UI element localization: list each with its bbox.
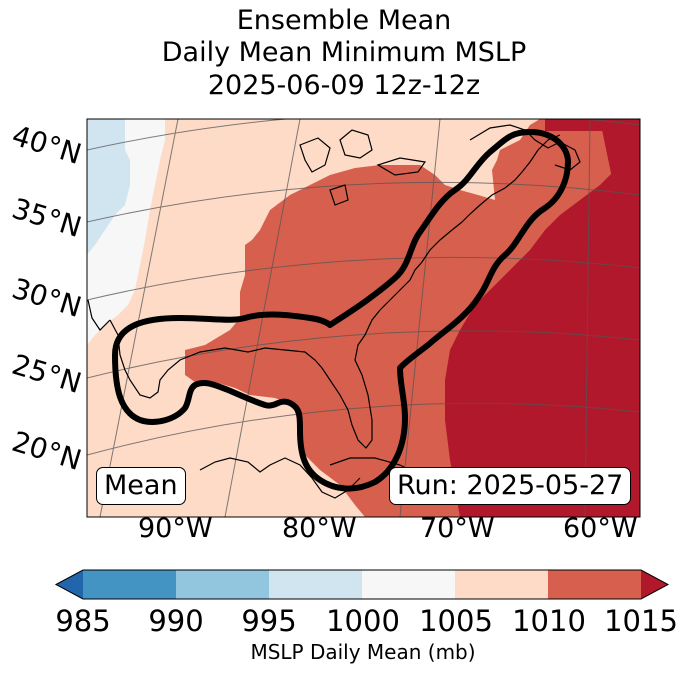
- lon-label-80: 80°W: [282, 513, 357, 544]
- coastline-gulf: [109, 134, 561, 449]
- tick-985: 985: [55, 604, 111, 638]
- colorbar-segment: [455, 570, 549, 599]
- lat-line-20: [87, 402, 640, 456]
- tick-990: 990: [148, 604, 204, 638]
- lat-line-25: [87, 330, 640, 379]
- lon-label-90: 90°W: [138, 513, 213, 544]
- map-frame: [86, 118, 641, 518]
- tick-1005: 1005: [419, 604, 493, 638]
- tick-1015: 1015: [604, 604, 678, 638]
- coastline-mexico: [87, 299, 111, 331]
- run-badge: Run: 2025-05-27: [389, 467, 632, 505]
- colorbar-extend-high: [641, 570, 668, 599]
- great-lakes: [299, 129, 427, 206]
- coastline-yucatan: [199, 457, 361, 499]
- contour-1010: [112, 129, 571, 492]
- colorbar-segment: [548, 570, 642, 599]
- colorbar-segment: [362, 570, 456, 599]
- colorbar-segment: [176, 570, 270, 599]
- colorbar-extend-low: [56, 570, 83, 599]
- colorbar-outline: [54, 569, 670, 600]
- lon-label-60: 60°W: [563, 513, 638, 544]
- lon-label-70: 70°W: [420, 513, 495, 544]
- title-line-3: 2025-06-09 12z-12z: [207, 70, 481, 101]
- coastline-canada: [469, 124, 581, 171]
- title-line-1: Ensemble Mean: [236, 5, 452, 36]
- region-995-1000: [87, 119, 130, 255]
- tick-1000: 1000: [326, 604, 400, 638]
- region-above-1015: [445, 119, 640, 517]
- colorbar-segment: [83, 570, 177, 599]
- tick-1010: 1010: [512, 604, 586, 638]
- colorbar-segment: [269, 570, 363, 599]
- mean-badge: Mean: [96, 467, 186, 505]
- lat-line-30: [87, 256, 640, 301]
- lon-line-90: [99, 119, 179, 517]
- colorbar-label: MSLP Daily Mean (mb): [250, 640, 476, 664]
- lon-line-60: [584, 119, 591, 517]
- tick-995: 995: [241, 604, 297, 638]
- title-line-2: Daily Mean Minimum MSLP: [161, 37, 527, 68]
- lat-line-40: [87, 119, 640, 151]
- lon-line-70: [399, 119, 441, 517]
